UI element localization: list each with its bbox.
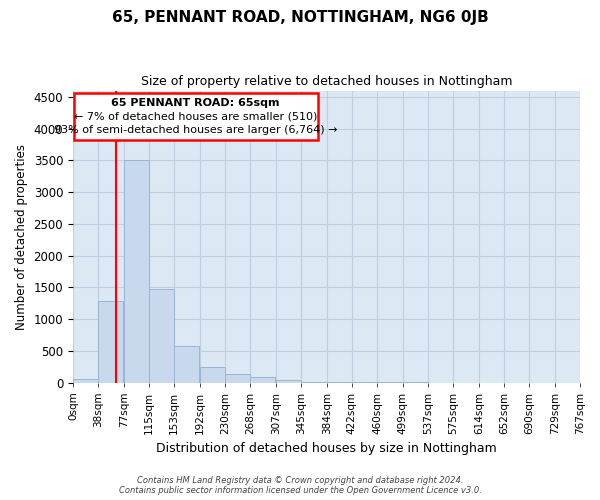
Bar [124, 160, 149, 382]
Bar [149, 289, 174, 382]
Text: 65, PENNANT ROAD, NOTTINGHAM, NG6 0JB: 65, PENNANT ROAD, NOTTINGHAM, NG6 0JB [112, 10, 488, 25]
Bar [200, 366, 225, 382]
Text: ← 7% of detached houses are smaller (510): ← 7% of detached houses are smaller (510… [74, 112, 317, 122]
Text: Contains HM Land Registry data © Crown copyright and database right 2024.
Contai: Contains HM Land Registry data © Crown c… [119, 476, 481, 495]
Bar [250, 377, 275, 382]
Y-axis label: Number of detached properties: Number of detached properties [15, 144, 28, 330]
Bar [225, 374, 250, 382]
X-axis label: Distribution of detached houses by size in Nottingham: Distribution of detached houses by size … [156, 442, 497, 455]
Title: Size of property relative to detached houses in Nottingham: Size of property relative to detached ho… [141, 75, 512, 88]
FancyBboxPatch shape [74, 93, 317, 140]
Bar [174, 346, 199, 383]
Text: 65 PENNANT ROAD: 65sqm: 65 PENNANT ROAD: 65sqm [111, 98, 280, 108]
Bar [98, 300, 123, 382]
Bar [73, 380, 98, 382]
Bar [276, 380, 301, 382]
Text: 93% of semi-detached houses are larger (6,764) →: 93% of semi-detached houses are larger (… [54, 124, 337, 134]
